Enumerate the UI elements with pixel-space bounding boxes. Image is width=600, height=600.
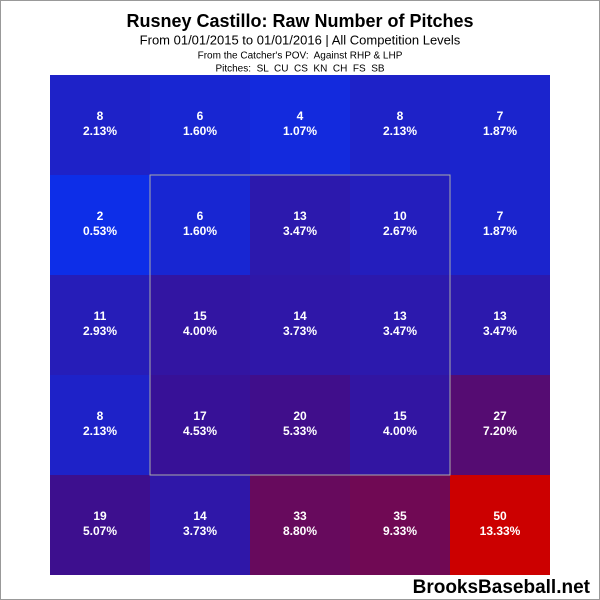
heatmap-cell [250,375,350,475]
cell-count: 27 [493,409,507,423]
heatmap-cell [150,75,250,175]
cell-count: 4 [297,109,304,123]
cell-percent: 1.07% [283,124,317,138]
cell-percent: 13.33% [480,524,521,538]
cell-percent: 1.87% [483,224,517,238]
heatmap-cell [150,475,250,575]
heatmap-cell [350,175,450,275]
heatmap-cell [350,75,450,175]
cell-count: 10 [393,209,407,223]
cell-percent: 5.33% [283,424,317,438]
heatmap-cell [250,175,350,275]
cell-percent: 9.33% [383,524,417,538]
cell-count: 13 [493,309,507,323]
cell-count: 8 [397,109,404,123]
cell-count: 11 [94,309,107,323]
cell-count: 19 [93,509,107,523]
cell-percent: 8.80% [283,524,317,538]
cell-count: 8 [97,409,104,423]
heatmap-cell [250,75,350,175]
cell-percent: 2.13% [383,124,417,138]
cell-percent: 2.67% [383,224,417,238]
cell-percent: 2.93% [83,324,117,338]
heatmap-cell [50,475,150,575]
cell-percent: 5.07% [83,524,117,538]
heatmap-cell [350,275,450,375]
chart-title: Rusney Castillo: Raw Number of Pitches [126,11,473,31]
cell-percent: 3.73% [183,524,217,538]
heatmap-cell [50,375,150,475]
heatmap-cell [250,275,350,375]
chart-subtitle: From 01/01/2015 to 01/01/2016 | All Comp… [140,32,461,47]
cell-count: 33 [293,509,307,523]
cell-count: 17 [193,409,207,423]
cell-count: 7 [497,109,504,123]
cell-count: 7 [497,209,504,223]
cell-count: 6 [197,209,204,223]
heatmap-cell [450,275,550,375]
heatmap-cell [150,275,250,375]
heatmap-cell [50,175,150,275]
cell-percent: 1.60% [183,124,217,138]
cell-percent: 7.20% [483,424,517,438]
cell-count: 8 [97,109,104,123]
heatmap-cell [50,75,150,175]
pov-label: From the Catcher's POV: Against RHP & LH… [198,51,403,62]
cell-count: 35 [393,509,407,523]
cell-percent: 2.13% [83,424,117,438]
watermark: BrooksBaseball.net [413,577,591,598]
heatmap-cell [450,375,550,475]
cell-count: 14 [193,509,207,523]
cell-percent: 3.47% [383,324,417,338]
cell-percent: 3.47% [483,324,517,338]
heatmap-cell [50,275,150,375]
heatmap-cell [150,375,250,475]
cell-percent: 0.53% [83,224,117,238]
heatmap-cell [250,475,350,575]
cell-percent: 4.00% [383,424,417,438]
heatmap-cell [150,175,250,275]
cell-percent: 4.53% [183,424,217,438]
cell-count: 6 [197,109,204,123]
cell-percent: 3.73% [283,324,317,338]
cell-count: 14 [293,309,307,323]
heatmap-cell [350,475,450,575]
heatmap-grid: 82.13%61.60%41.07%82.13%71.87%20.53%61.6… [50,75,550,575]
heatmap-cell [450,475,550,575]
cell-count: 15 [393,409,407,423]
cell-percent: 1.60% [183,224,217,238]
heatmap-cell [450,175,550,275]
heatmap-cell [450,75,550,175]
cell-count: 15 [193,309,207,323]
cell-percent: 2.13% [83,124,117,138]
cell-percent: 1.87% [483,124,517,138]
pitches-label: Pitches: SL CU CS KN CH FS SB [215,64,384,75]
cell-percent: 3.47% [283,224,317,238]
cell-count: 50 [493,509,507,523]
strike-zone [149,174,451,476]
cell-count: 13 [393,309,407,323]
cell-count: 20 [293,409,307,423]
heatmap-cell [350,375,450,475]
cell-count: 2 [97,209,104,223]
cell-percent: 4.00% [183,324,217,338]
cell-count: 13 [293,209,307,223]
